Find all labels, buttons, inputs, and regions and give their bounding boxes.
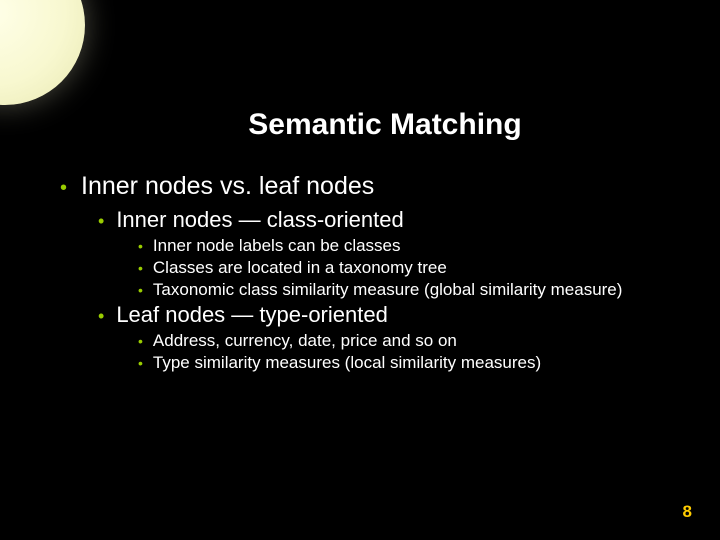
slide-title: Semantic Matching bbox=[0, 108, 720, 142]
bullet-level3: • Type similarity measures (local simila… bbox=[138, 353, 700, 373]
bullet-icon: • bbox=[138, 282, 143, 298]
bullet-icon: • bbox=[60, 177, 67, 200]
bullet-level2: • Leaf nodes — type-oriented bbox=[98, 302, 700, 328]
slide-container: Semantic Matching • Inner nodes vs. leaf… bbox=[0, 0, 720, 540]
bullet-icon: • bbox=[98, 306, 104, 327]
bullet-icon: • bbox=[138, 355, 143, 371]
slide-content: • Inner nodes vs. leaf nodes • Inner nod… bbox=[0, 172, 720, 373]
bullet-text: Inner nodes — class-oriented bbox=[116, 207, 403, 233]
bullet-level3: • Inner node labels can be classes bbox=[138, 236, 700, 256]
bullet-level2: • Inner nodes — class-oriented bbox=[98, 207, 700, 233]
bullet-text: Type similarity measures (local similari… bbox=[153, 353, 541, 373]
bullet-level3: • Address, currency, date, price and so … bbox=[138, 331, 700, 351]
bullet-text: Inner node labels can be classes bbox=[153, 236, 401, 256]
bullet-level3: • Classes are located in a taxonomy tree bbox=[138, 258, 700, 278]
bullet-text: Leaf nodes — type-oriented bbox=[116, 302, 388, 328]
page-number: 8 bbox=[683, 502, 692, 522]
bullet-icon: • bbox=[138, 260, 143, 276]
bullet-icon: • bbox=[138, 238, 143, 254]
bullet-icon: • bbox=[98, 211, 104, 232]
bullet-text: Taxonomic class similarity measure (glob… bbox=[153, 280, 623, 300]
bullet-text: Classes are located in a taxonomy tree bbox=[153, 258, 447, 278]
bullet-text: Address, currency, date, price and so on bbox=[153, 331, 457, 351]
bullet-level3: • Taxonomic class similarity measure (gl… bbox=[138, 280, 700, 300]
bullet-level1: • Inner nodes vs. leaf nodes bbox=[60, 172, 700, 201]
bullet-text: Inner nodes vs. leaf nodes bbox=[81, 172, 374, 201]
bullet-icon: • bbox=[138, 333, 143, 349]
